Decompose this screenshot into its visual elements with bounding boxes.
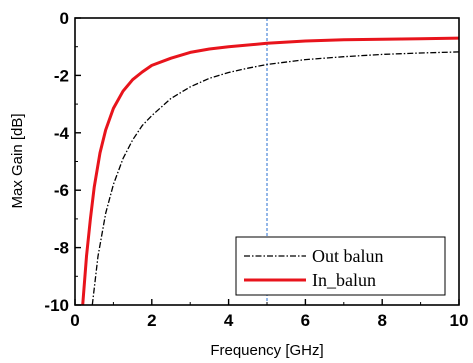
y-axis-title: Max Gain [dB] xyxy=(9,113,26,208)
legend-label-in-balun: In_balun xyxy=(312,270,376,290)
y-tick-label: -6 xyxy=(54,181,69,200)
x-tick-label: 10 xyxy=(450,311,469,330)
legend: Out balun In_balun xyxy=(236,237,445,295)
legend-label-out-balun: Out balun xyxy=(312,246,384,266)
x-axis-title: Frequency [GHz] xyxy=(210,342,323,359)
x-tick-label: 0 xyxy=(70,311,79,330)
y-tick-label: 0 xyxy=(60,9,69,28)
x-tick-label: 4 xyxy=(224,311,234,330)
y-tick-label: -2 xyxy=(54,66,69,85)
y-tick-label: -4 xyxy=(54,124,70,143)
y-tick-label: -10 xyxy=(44,296,69,315)
x-tick-label: 8 xyxy=(377,311,386,330)
x-tick-label: 2 xyxy=(147,311,156,330)
y-tick-label: -8 xyxy=(54,239,69,258)
x-tick-label: 6 xyxy=(301,311,310,330)
